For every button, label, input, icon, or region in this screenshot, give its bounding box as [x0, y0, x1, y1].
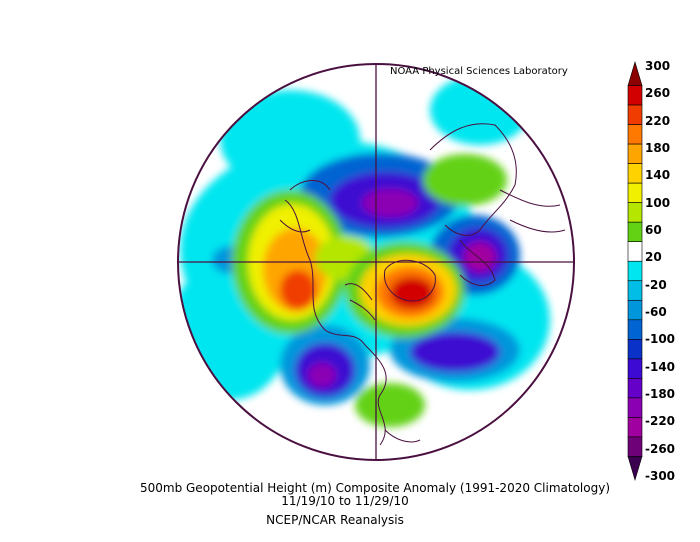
- colorbar-tick-label: 300: [645, 59, 671, 73]
- colorbar-tick-label: 260: [645, 86, 671, 101]
- colorbar-tick-label: -180: [645, 387, 676, 401]
- anomaly-field: [178, 64, 574, 460]
- colorbar-segment: [627, 163, 643, 184]
- colorbar-segment: [627, 85, 643, 106]
- colorbar-tick-label: 100: [645, 195, 671, 210]
- colorbar-segment: [627, 456, 643, 482]
- colorbar-tick-label: -140: [645, 359, 676, 374]
- colorbar-segment: [627, 358, 643, 379]
- credit-label: NOAA Physical Sciences Laboratory: [390, 66, 568, 77]
- colorbar-tick-label: -220: [645, 414, 676, 429]
- data-source: NCEP/NCAR Reanalysis: [266, 513, 404, 527]
- colorbar-segment: [627, 299, 643, 321]
- colorbar-segment: [627, 104, 643, 125]
- colorbar-tick-label: 140: [645, 168, 671, 183]
- colorbar-segment: [627, 241, 643, 262]
- date-range: 11/19/10 to 11/29/10: [281, 494, 409, 508]
- colorbar-segment: [627, 60, 643, 86]
- colorbar-tick-label: -60: [645, 305, 667, 319]
- colorbar-segment: [627, 397, 643, 418]
- colorbar: [627, 60, 643, 482]
- map-title: 500mb Geopotential Height (m) Composite …: [139, 481, 610, 495]
- colorbar-segment: [627, 124, 643, 145]
- colorbar-segment: [627, 143, 643, 164]
- colorbar-tick-label: -300: [645, 469, 676, 483]
- colorbar-tick-label: 220: [645, 113, 671, 128]
- colorbar-segment: [627, 221, 643, 243]
- coastlines: [279, 123, 566, 446]
- graticule: [177, 63, 575, 461]
- colorbar-segment: [627, 280, 643, 301]
- colorbar-segment: [627, 260, 643, 282]
- colorbar-tick-label: -260: [645, 441, 676, 456]
- colorbar-tick-label: 180: [645, 141, 671, 155]
- colorbar-segment: [627, 319, 643, 340]
- colorbar-tick-label: 60: [645, 223, 662, 237]
- colorbar-segment: [627, 182, 643, 203]
- colorbar-segment: [627, 339, 643, 360]
- colorbar-tick-label: -20: [645, 277, 667, 292]
- colorbar-segment: [627, 378, 643, 399]
- colorbar-segment: [627, 436, 643, 457]
- colorbar-tick-label: 20: [645, 250, 662, 265]
- colorbar-segment: [627, 417, 643, 438]
- colorbar-tick-label: -100: [645, 332, 676, 347]
- colorbar-segment: [627, 202, 643, 223]
